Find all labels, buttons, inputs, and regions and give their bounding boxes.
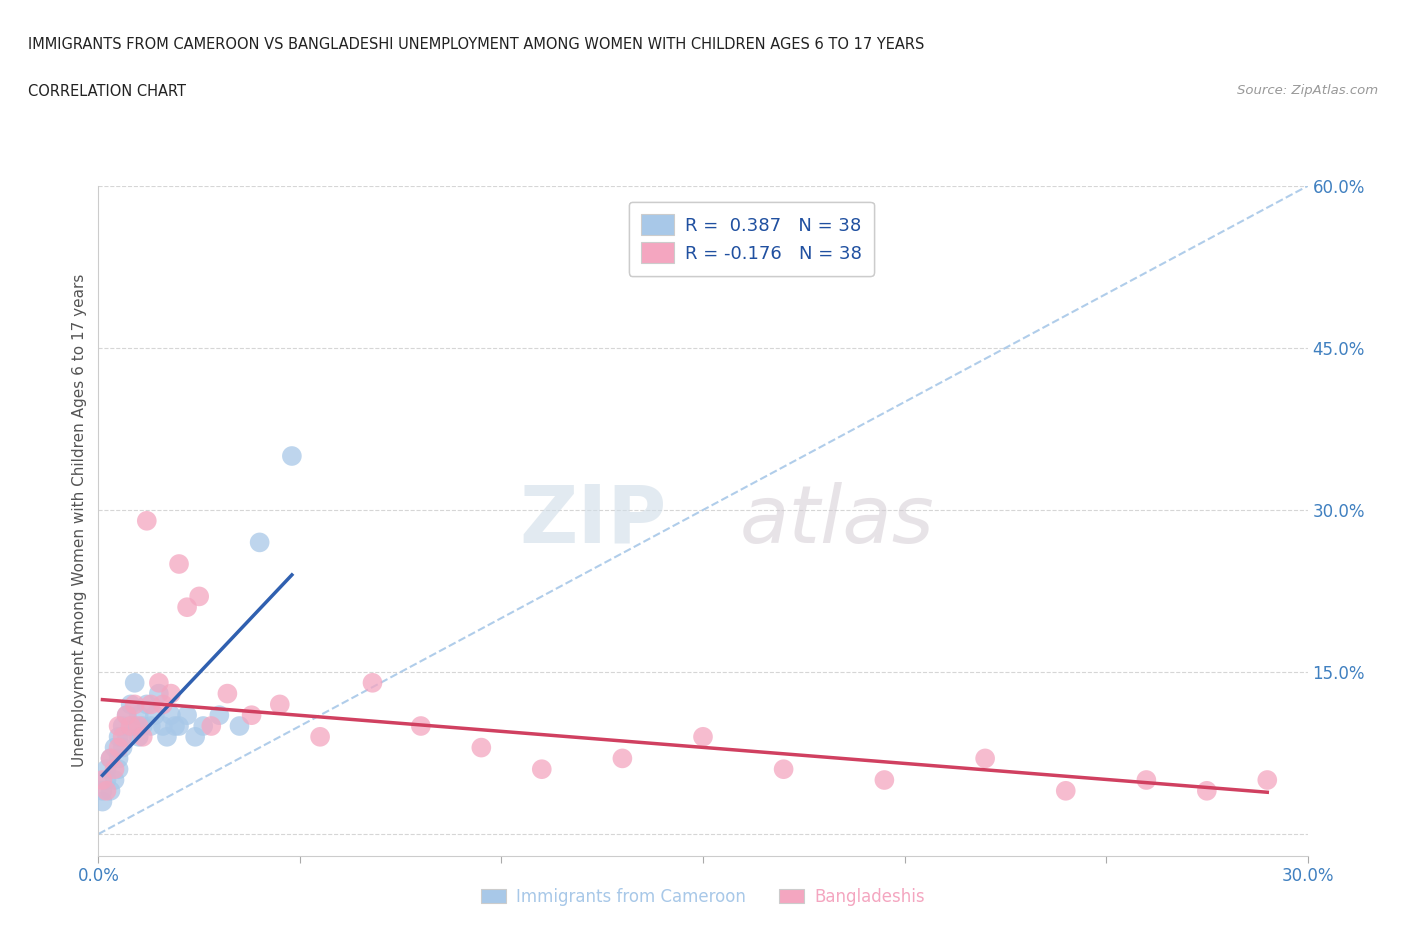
Point: [111, 740, 134, 755]
Point: [152, 697, 174, 711]
Point: [103, 773, 125, 788]
Point: [143, 708, 166, 723]
Legend: R =  0.387   N = 38, R = -0.176   N = 38: R = 0.387 N = 38, R = -0.176 N = 38: [628, 202, 875, 276]
Point: [96, 783, 118, 798]
Point: [281, 448, 304, 463]
Point: [128, 719, 150, 734]
Point: [188, 589, 211, 604]
Point: [115, 729, 138, 744]
Point: [96, 773, 118, 788]
Text: IMMIGRANTS FROM CAMEROON VS BANGLADESHI UNEMPLOYMENT AMONG WOMEN WITH CHILDREN A: IMMIGRANTS FROM CAMEROON VS BANGLADESHI …: [28, 37, 925, 52]
Text: Source: ZipAtlas.com: Source: ZipAtlas.com: [1237, 84, 1378, 97]
Point: [107, 762, 129, 777]
Point: [96, 762, 118, 777]
Point: [139, 697, 162, 711]
Text: CORRELATION CHART: CORRELATION CHART: [28, 84, 186, 99]
Point: [111, 729, 134, 744]
Point: [107, 729, 129, 744]
Point: [120, 719, 142, 734]
Point: [167, 719, 190, 734]
Point: [107, 719, 129, 734]
Y-axis label: Unemployment Among Women with Children Ages 6 to 17 years: Unemployment Among Women with Children A…: [72, 274, 87, 767]
Point: [135, 697, 157, 711]
Text: atlas: atlas: [740, 482, 934, 560]
Point: [156, 729, 179, 744]
Point: [152, 719, 174, 734]
Point: [91, 773, 114, 788]
Point: [1135, 773, 1157, 788]
Point: [612, 751, 634, 765]
Point: [176, 708, 198, 723]
Point: [132, 719, 155, 734]
Point: [200, 719, 222, 734]
Point: [193, 719, 215, 734]
Point: [530, 762, 553, 777]
Point: [132, 729, 155, 744]
Point: [240, 708, 263, 723]
Point: [217, 686, 239, 701]
Point: [470, 740, 492, 755]
Point: [208, 708, 231, 723]
Point: [115, 708, 138, 723]
Point: [128, 708, 150, 723]
Point: [1054, 783, 1077, 798]
Point: [409, 719, 432, 734]
Point: [107, 751, 129, 765]
Point: [91, 794, 114, 809]
Point: [139, 719, 162, 734]
Point: [160, 686, 183, 701]
Point: [128, 729, 150, 744]
Point: [103, 740, 125, 755]
Point: [100, 751, 122, 765]
Point: [361, 675, 384, 690]
Point: [124, 697, 146, 711]
Point: [692, 729, 714, 744]
Point: [111, 719, 134, 734]
Point: [148, 675, 170, 690]
Point: [160, 708, 183, 723]
Point: [228, 719, 250, 734]
Point: [103, 762, 125, 777]
Text: ZIP: ZIP: [519, 482, 666, 560]
Point: [873, 773, 896, 788]
Point: [100, 751, 122, 765]
Point: [309, 729, 332, 744]
Point: [974, 751, 997, 765]
Point: [135, 513, 157, 528]
Point: [115, 708, 138, 723]
Legend: Immigrants from Cameroon, Bangladeshis: Immigrants from Cameroon, Bangladeshis: [474, 881, 932, 912]
Point: [249, 535, 271, 550]
Point: [269, 697, 291, 711]
Point: [91, 783, 114, 798]
Point: [163, 719, 186, 734]
Point: [184, 729, 207, 744]
Point: [772, 762, 794, 777]
Point: [1195, 783, 1218, 798]
Point: [120, 719, 142, 734]
Point: [107, 740, 129, 755]
Point: [176, 600, 198, 615]
Point: [120, 697, 142, 711]
Point: [148, 686, 170, 701]
Point: [100, 783, 122, 798]
Point: [124, 719, 146, 734]
Point: [167, 556, 190, 571]
Point: [1256, 773, 1278, 788]
Point: [124, 675, 146, 690]
